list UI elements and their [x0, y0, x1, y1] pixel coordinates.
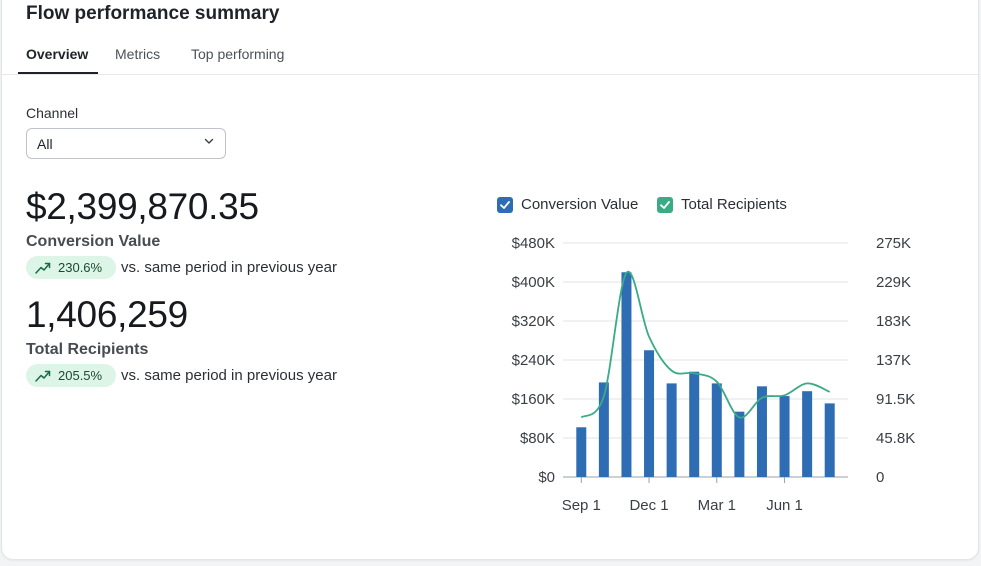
checkbox-checked-icon [657, 197, 673, 213]
channel-label: Channel [26, 105, 79, 121]
trending-up-icon [35, 370, 51, 382]
bar [734, 411, 745, 477]
y-right-tick-label: 45.8K [876, 430, 915, 447]
bar [802, 391, 813, 477]
x-tick-label: Dec 1 [629, 497, 668, 514]
tab-bar: Overview Metrics Top performing [2, 33, 978, 75]
bar [689, 371, 700, 477]
bar [824, 403, 835, 477]
x-tick-label: Mar 1 [698, 497, 736, 514]
bar [711, 383, 722, 477]
chevron-down-icon [204, 138, 214, 144]
active-tab-indicator [18, 72, 98, 74]
legend-label: Total Recipients [681, 196, 787, 213]
total-recipients-label: Total Recipients [26, 341, 149, 358]
bar [621, 272, 632, 477]
y-left-tick-label: $400K [512, 274, 555, 291]
bar [576, 427, 587, 477]
bar [666, 383, 677, 477]
tab-overview[interactable]: Overview [26, 46, 89, 62]
x-tick-label: Sep 1 [562, 497, 601, 514]
tab-metrics[interactable]: Metrics [115, 46, 161, 62]
channel-select[interactable]: All [26, 128, 226, 159]
y-right-tick-label: 183K [876, 313, 911, 330]
tab-top-performing[interactable]: Top performing [191, 46, 285, 62]
recipients-change-badge: 205.5% [26, 364, 116, 387]
conversion-change-value: 230.6% [58, 260, 103, 275]
channel-select-value: All [37, 136, 53, 152]
y-left-tick-label: $80K [520, 430, 555, 447]
conversion-change-badge: 230.6% [26, 256, 116, 279]
bar [644, 350, 655, 477]
conversion-comparison-text: vs. same period in previous year [121, 259, 337, 276]
recipients-change-value: 205.5% [58, 368, 103, 383]
y-right-tick-label: 275K [876, 235, 911, 252]
trending-up-icon [35, 262, 51, 274]
y-right-tick-label: 229K [876, 274, 911, 291]
legend-label: Conversion Value [521, 196, 639, 213]
series-line [580, 270, 831, 419]
y-left-tick-label: $480K [512, 235, 555, 252]
x-tick-label: Jun 1 [766, 497, 803, 514]
conversion-value-trend: 230.6% vs. same period in previous year [26, 256, 386, 280]
bar [756, 386, 767, 477]
checkbox-checked-icon [497, 197, 513, 213]
y-left-tick-label: $320K [512, 313, 555, 330]
y-right-tick-label: 137K [876, 352, 911, 369]
total-recipients-amount: 1,406,259 [26, 294, 188, 335]
y-left-tick-label: $0 [538, 469, 555, 486]
conversion-value-label: Conversion Value [26, 233, 161, 250]
y-right-tick-label: 0 [876, 469, 884, 486]
chart-plot: $0 0 $80K 45.8K $160K 91.5K $240K 137K $320K 183K… [512, 235, 916, 514]
y-right-tick-label: 91.5K [876, 391, 915, 408]
recipients-comparison-text: vs. same period in previous year [121, 367, 337, 384]
bar [779, 396, 790, 477]
y-left-tick-label: $160K [512, 391, 555, 408]
performance-chart: Conversion Value Total Recipients $0 0 $80… [482, 179, 942, 529]
bar [598, 382, 609, 477]
page-title: Flow performance summary [26, 3, 280, 24]
total-recipients-trend: 205.5% vs. same period in previous year [26, 364, 386, 388]
conversion-value-amount: $2,399,870.35 [26, 186, 259, 227]
y-left-tick-label: $240K [512, 352, 555, 369]
